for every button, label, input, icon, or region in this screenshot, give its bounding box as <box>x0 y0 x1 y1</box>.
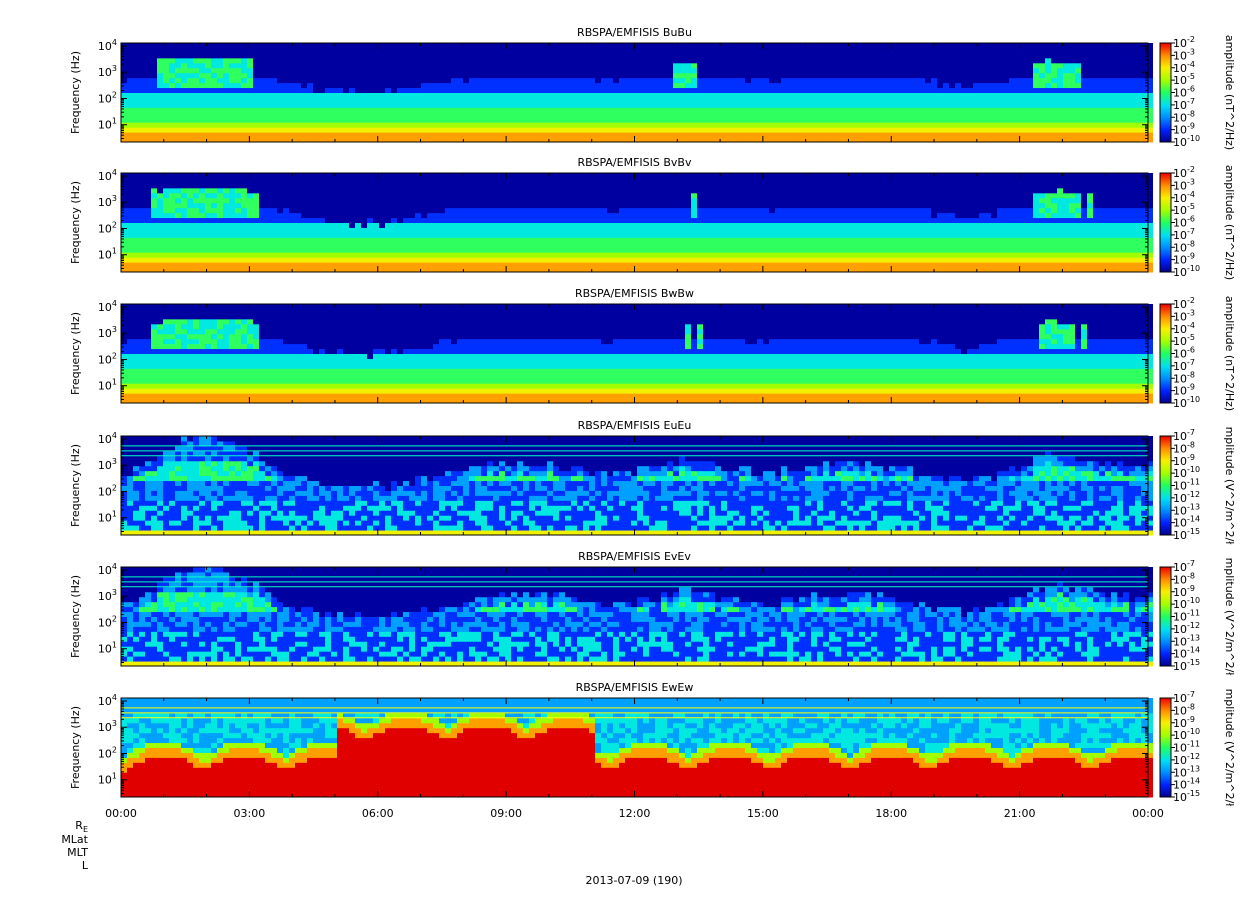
colorbar: 10-710-810-910-1010-1110-1210-1310-1410-… <box>1160 689 1236 808</box>
spectrogram-image <box>121 436 1153 536</box>
y-tick-label: 102 <box>98 614 117 629</box>
colorbar: 10-710-810-910-1010-1110-1210-1310-1410-… <box>1160 427 1236 546</box>
x-tick-label: 06:00 <box>362 807 394 820</box>
y-tick-label: 101 <box>98 117 117 132</box>
x-tick-label: 18:00 <box>875 807 907 820</box>
colorbar-label: amplitude (nT^2/Hz) <box>1223 35 1236 150</box>
ephemeris-re-label: RE <box>75 819 88 834</box>
panel-title: RBSPA/EMFISIS BvBv <box>578 156 692 169</box>
y-tick-label: 104 <box>98 693 117 708</box>
y-tick-label: 102 <box>98 351 117 366</box>
panel-title: RBSPA/EMFISIS BuBu <box>577 26 692 39</box>
ephemeris-l-label: L <box>82 859 89 872</box>
date-label: 2013-07-09 (190) <box>585 874 682 887</box>
spectrogram-image <box>121 304 1153 404</box>
colorbar-label: amplitude (nT^2/Hz) <box>1223 165 1236 280</box>
y-tick-label: 103 <box>98 325 117 340</box>
colorbar-tick-label: 10-15 <box>1173 658 1200 673</box>
time-axis: 00:00 03:00 06:00 09:00 12:00 15:00 18:00 21:00… <box>105 807 1164 820</box>
y-tick-label: 103 <box>98 457 117 472</box>
spectrogram-panel: RBSPA/EMFISIS BwBw 101 102 103 104 Frequency … <box>69 287 1236 411</box>
x-tick-label: 12:00 <box>619 807 651 820</box>
y-axis-label: Frequency (Hz) <box>69 575 82 658</box>
spectrogram-image <box>121 698 1153 798</box>
panel-title: RBSPA/EMFISIS EwEw <box>576 681 694 694</box>
x-tick-label: 00:00 <box>1132 807 1164 820</box>
y-tick-label: 104 <box>98 299 117 314</box>
y-tick-label: 101 <box>98 510 117 525</box>
panel-title: RBSPA/EMFISIS EuEu <box>578 419 692 432</box>
y-axis-label: Frequency (Hz) <box>69 444 82 527</box>
spectrogram-panel: RBSPA/EMFISIS EwEw 101 102 103 104 Frequency … <box>69 681 1236 807</box>
y-tick-label: 103 <box>98 588 117 603</box>
y-tick-label: 101 <box>98 641 117 656</box>
y-tick-label: 103 <box>98 719 117 734</box>
x-tick-label: 21:00 <box>1004 807 1036 820</box>
y-tick-label: 104 <box>98 562 117 577</box>
y-tick-label: 103 <box>98 194 117 209</box>
x-tick-label: 03:00 <box>234 807 266 820</box>
ephemeris-labels: RE MLat MLT L <box>61 819 89 872</box>
spectrogram-panel: RBSPA/EMFISIS EuEu 101 102 103 104 Frequency … <box>69 419 1236 545</box>
y-axis-label: Frequency (Hz) <box>69 181 82 264</box>
x-tick-label: 00:00 <box>105 807 137 820</box>
y-tick-label: 102 <box>98 483 117 498</box>
spectrogram-panel: RBSPA/EMFISIS EvEv 101 102 103 104 Frequency … <box>69 550 1236 676</box>
x-tick-label: 09:00 <box>490 807 522 820</box>
panel-title: RBSPA/EMFISIS BwBw <box>575 287 694 300</box>
spectrogram-panel: RBSPA/EMFISIS BvBv 101 102 103 104 Frequency … <box>69 156 1236 280</box>
y-tick-label: 102 <box>98 220 117 235</box>
y-tick-label: 104 <box>98 431 117 446</box>
ephemeris-mlt-label: MLT <box>67 846 88 859</box>
y-tick-label: 101 <box>98 772 117 787</box>
colorbar-tick-label: 10-10 <box>1173 395 1200 410</box>
colorbar-tick-label: 10-10 <box>1173 134 1200 149</box>
colorbar-label: mplitude (V^2/m^2/ł <box>1223 558 1236 677</box>
x-tick-label: 15:00 <box>747 807 779 820</box>
spectrogram-image <box>121 173 1153 273</box>
colorbar-tick-label: 10-15 <box>1173 527 1200 542</box>
y-tick-label: 102 <box>98 745 117 760</box>
y-tick-label: 103 <box>98 64 117 79</box>
spectrogram-image <box>121 43 1153 143</box>
panels-group: RBSPA/EMFISIS BuBu 101 102 103 104 Frequency … <box>69 26 1236 807</box>
y-tick-label: 102 <box>98 90 117 105</box>
spectrogram-image <box>121 567 1153 667</box>
y-tick-label: 101 <box>98 378 117 393</box>
y-tick-label: 104 <box>98 38 117 53</box>
y-axis-label: Frequency (Hz) <box>69 706 82 789</box>
y-tick-label: 101 <box>98 247 117 262</box>
colorbar-label: mplitude (V^2/m^2/ł <box>1223 689 1236 808</box>
panel-title: RBSPA/EMFISIS EvEv <box>578 550 691 563</box>
y-axis-label: Frequency (Hz) <box>69 312 82 395</box>
colorbar-tick-label: 10-15 <box>1173 789 1200 804</box>
y-tick-label: 104 <box>98 168 117 183</box>
colorbar-tick-label: 10-10 <box>1173 264 1200 279</box>
colorbar-label: mplitude (V^2/m^2/ł <box>1223 427 1236 546</box>
colorbar: 10-710-810-910-1010-1110-1210-1310-1410-… <box>1160 558 1236 677</box>
colorbar-label: amplitude (nT^2/Hz) <box>1223 296 1236 411</box>
ephemeris-mlat-label: MLat <box>61 833 88 846</box>
spectrogram-panel: RBSPA/EMFISIS BuBu 101 102 103 104 Frequency … <box>69 26 1236 150</box>
y-axis-label: Frequency (Hz) <box>69 51 82 134</box>
